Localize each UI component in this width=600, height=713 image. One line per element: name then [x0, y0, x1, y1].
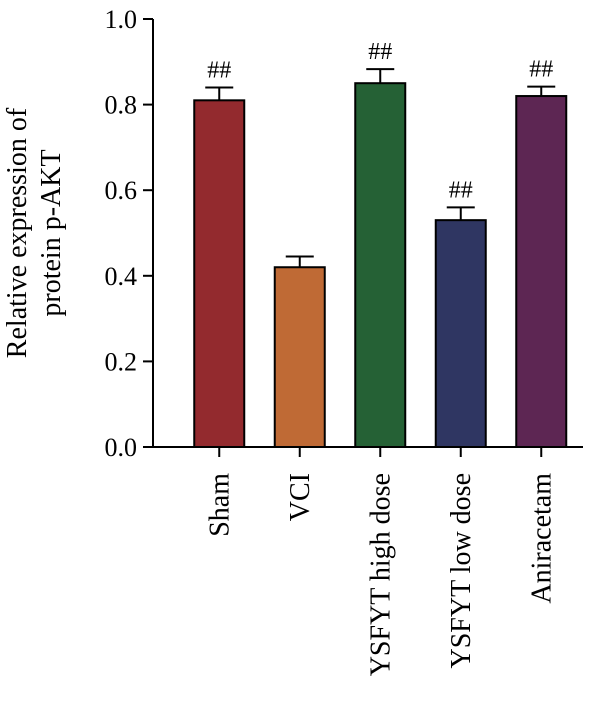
bar [193, 99, 246, 448]
y-tick-label: 0.0 [105, 433, 138, 462]
bar [434, 219, 487, 448]
y-tick-label: 0.8 [105, 91, 138, 120]
significance-label: ## [368, 39, 392, 65]
x-tick-label: VCI [285, 473, 316, 521]
x-tick-label: Sham [204, 473, 235, 537]
x-tick-label: Aniracetam [526, 473, 557, 604]
bar [515, 95, 568, 448]
significance-label: ## [207, 57, 231, 83]
significance-label: ## [529, 57, 553, 83]
x-tick-label: YSFYT high dose [365, 473, 396, 676]
y-tick-label: 0.2 [105, 347, 138, 376]
y-tick-label: 0.4 [105, 262, 138, 291]
bar [354, 82, 407, 448]
bar [273, 266, 326, 448]
significance-label: ## [449, 177, 473, 203]
x-tick-label: YSFYT low dose [446, 473, 477, 669]
y-axis-label-line-2: protein p-AKT [36, 149, 67, 316]
y-tick-label: 0.6 [105, 176, 138, 205]
y-axis-label-line-1: Relative expression of [2, 107, 33, 358]
y-tick-label: 1.0 [105, 5, 138, 34]
